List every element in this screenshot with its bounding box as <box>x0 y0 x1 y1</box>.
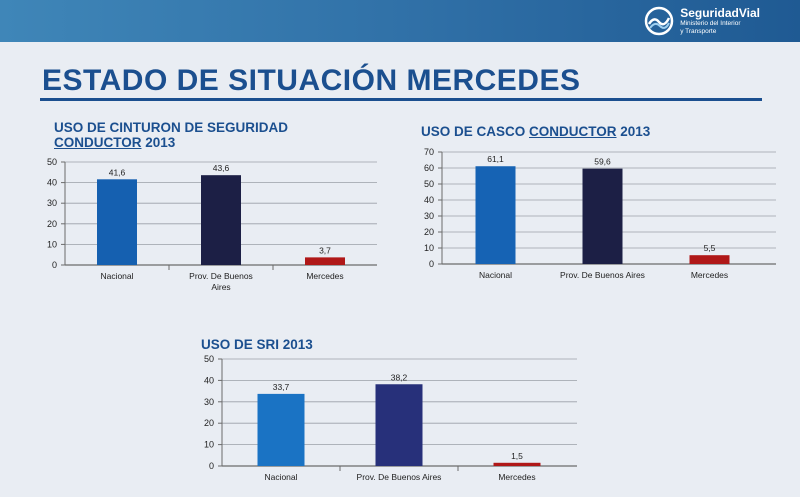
seguridad-vial-logo-icon <box>644 6 674 36</box>
y-tick-label: 30 <box>424 211 434 221</box>
category-label: Prov. De Buenos Aires <box>560 270 645 280</box>
value-label: 38,2 <box>391 372 408 382</box>
y-tick-label: 50 <box>47 157 57 167</box>
value-label: 59,6 <box>594 157 611 167</box>
chart-title-underlined: CONDUCTOR <box>529 124 617 139</box>
value-label: 41,6 <box>109 167 126 177</box>
chart-title: USO DE CASCO CONDUCTOR 2013 <box>421 124 650 139</box>
chart-title: USO DE CINTURON DE SEGURIDAD CONDUCTOR 2… <box>54 120 288 150</box>
y-tick-label: 40 <box>47 178 57 188</box>
value-label: 33,7 <box>273 382 290 392</box>
chart-plot: 0 10 20 30 40 50 41,6 Nacional 43,6 Prov. De Buen… <box>47 157 377 292</box>
y-tick-label: 40 <box>424 195 434 205</box>
title-rule <box>40 98 762 101</box>
category-label: Mercedes <box>691 270 728 280</box>
value-label: 43,6 <box>213 163 230 173</box>
category-label: Prov. De Buenos Aires <box>357 472 442 482</box>
y-tick-label: 50 <box>424 179 434 189</box>
category-label: Prov. De Buenos Aires <box>189 271 253 292</box>
y-tick-label: 30 <box>47 198 57 208</box>
chart-title-year: 2013 <box>141 135 176 151</box>
y-tick-label: 10 <box>424 243 434 253</box>
bar <box>475 166 516 264</box>
y-tick-label: 10 <box>204 440 214 450</box>
header-bar: SeguridadVial Ministerio del Interior y … <box>0 0 800 42</box>
chart-plot: 0 10 20 30 40 50 60 70 61,1 Nacional 59,6 Prov. De … <box>424 147 776 280</box>
y-tick-label: 20 <box>204 418 214 428</box>
bar <box>201 175 241 265</box>
bar <box>689 255 730 264</box>
bar <box>375 384 423 466</box>
category-label: Nacional <box>100 271 133 281</box>
y-tick-label: 20 <box>424 227 434 237</box>
y-tick-label: 70 <box>424 147 434 157</box>
value-label: 1,5 <box>511 451 523 461</box>
y-tick-label: 40 <box>204 375 214 385</box>
brand-subtitle-1: Ministerio del Interior <box>680 19 741 27</box>
y-tick-label: 0 <box>209 461 214 471</box>
y-tick-label: 30 <box>204 397 214 407</box>
chart-title-year: 2013 <box>616 124 651 139</box>
chart-sri: USO DE SRI 2013 0 10 20 30 40 50 33,7 Nacional 3… <box>185 333 595 493</box>
y-tick-label: 20 <box>47 219 57 229</box>
value-label: 5,5 <box>704 243 716 253</box>
page-title: ESTADO DE SITUACIÓN MERCEDES <box>42 64 581 97</box>
y-tick-label: 60 <box>424 163 434 173</box>
y-tick-label: 0 <box>52 260 57 270</box>
bar <box>305 257 345 265</box>
brand-name: SeguridadVial <box>680 5 760 20</box>
category-label: Nacional <box>264 472 297 482</box>
chart-title-underlined: CONDUCTOR <box>54 135 142 151</box>
bar <box>582 168 623 264</box>
y-tick-label: 10 <box>47 239 57 249</box>
chart-casco: USO DE CASCO CONDUCTOR 2013 0 10 20 30 40 50 6… <box>400 120 790 285</box>
brand: SeguridadVial Ministerio del Interior y … <box>644 4 760 38</box>
chart-cinturon: USO DE CINTURON DE SEGURIDAD CONDUCTOR 2… <box>10 118 395 298</box>
bar <box>97 179 137 265</box>
y-tick-label: 0 <box>429 259 434 269</box>
category-label: Nacional <box>479 270 512 280</box>
y-tick-label: 50 <box>204 354 214 364</box>
bar <box>493 462 541 466</box>
value-label: 61,1 <box>487 154 504 164</box>
bar <box>257 393 305 466</box>
value-label: 3,7 <box>319 245 331 255</box>
chart-title-pre: USO DE CASCO <box>421 124 530 139</box>
chart-plot: 0 10 20 30 40 50 33,7 Nacional 38,2 Prov. De Buen… <box>204 354 577 482</box>
chart-title: USO DE SRI 2013 <box>201 337 313 352</box>
category-label: Mercedes <box>498 472 535 482</box>
brand-subtitle-2: y Transporte <box>680 28 717 35</box>
category-label: Mercedes <box>306 271 343 281</box>
chart-title-line1: USO DE CINTURON DE SEGURIDAD <box>54 120 289 135</box>
